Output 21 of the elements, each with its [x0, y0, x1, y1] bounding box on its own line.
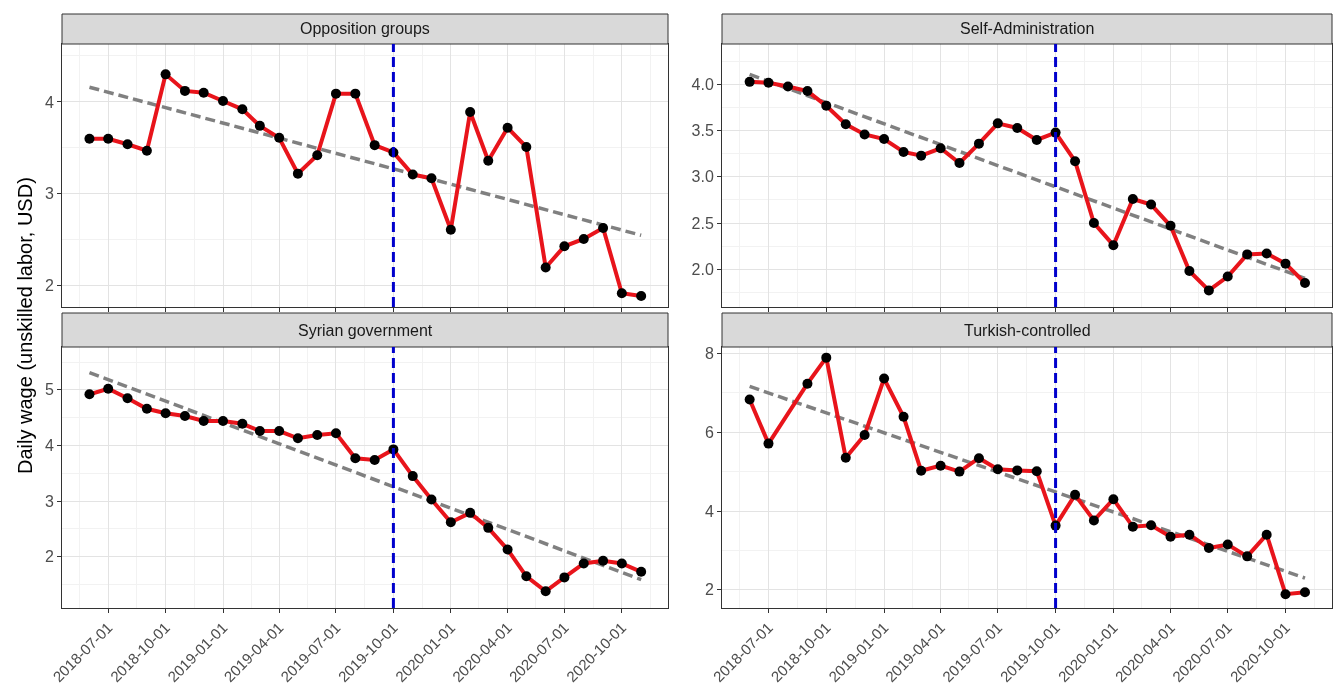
- y-tick-label: 8: [704, 344, 714, 362]
- y-tick-label: 2.5: [691, 214, 714, 232]
- y-tick-label: 2: [44, 548, 54, 566]
- chart-title: Syrian government: [298, 322, 433, 339]
- y-tick-label: 2: [44, 277, 54, 295]
- y-tick-label: 4: [44, 93, 54, 111]
- chart-title: Turkish-controlled: [964, 322, 1091, 339]
- y-tick-label: 2: [704, 581, 714, 599]
- chart-title: Self-Administration: [960, 20, 1095, 37]
- y-axis-title: Daily wage (unskilled labor, USD): [14, 177, 36, 474]
- y-tick-label: 2.0: [691, 260, 714, 278]
- y-tick-label: 6: [704, 423, 714, 441]
- y-tick-label: 3: [44, 492, 54, 510]
- y-tick-label: 3.0: [691, 168, 714, 186]
- y-tick-label: 4: [44, 437, 54, 455]
- y-tick-label: 3.5: [691, 122, 714, 140]
- y-tick-label: 5: [44, 381, 54, 399]
- y-tick-label: 4.0: [691, 76, 714, 94]
- y-tick-label: 4: [704, 502, 714, 520]
- y-tick-label: 3: [44, 185, 54, 203]
- chart-title: Opposition groups: [300, 20, 430, 37]
